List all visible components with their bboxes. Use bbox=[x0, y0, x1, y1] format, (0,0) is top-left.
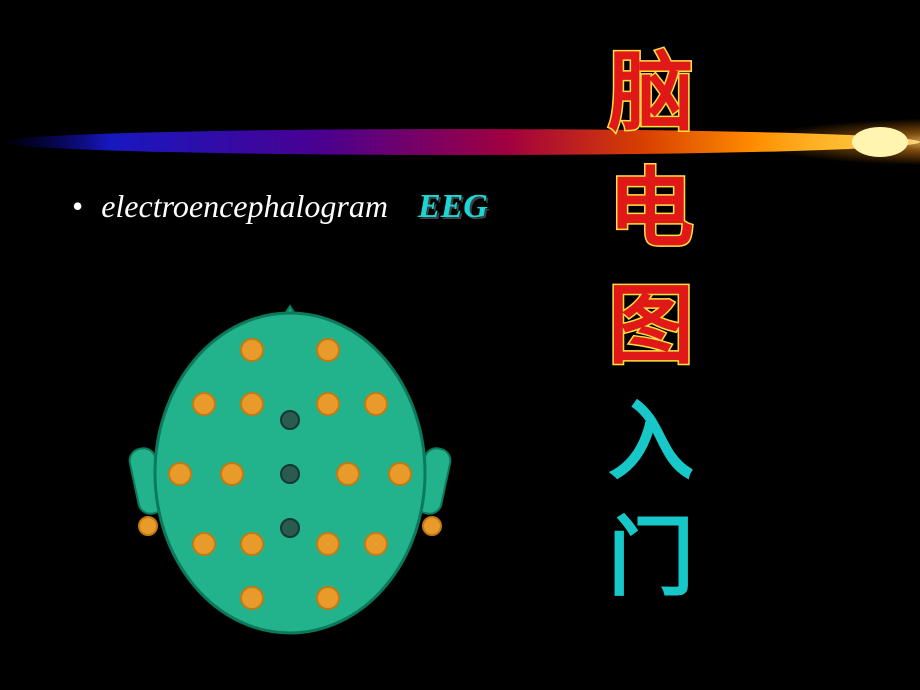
gradient-bar bbox=[0, 112, 920, 172]
bullet-line: • electroencephalogram EEG EEG bbox=[72, 188, 488, 226]
electrode-orange bbox=[241, 393, 263, 415]
gradient-bar-tip bbox=[852, 127, 908, 157]
gradient-bar-svg bbox=[0, 112, 920, 172]
electrode-orange bbox=[241, 339, 263, 361]
electrode-orange bbox=[241, 533, 263, 555]
electrode-orange bbox=[193, 533, 215, 555]
vtitle-char-fill: 脑 bbox=[608, 48, 694, 138]
electrode-dark bbox=[281, 465, 299, 483]
electrode-orange bbox=[241, 587, 263, 609]
vtitle-char: 图图 bbox=[608, 281, 694, 371]
electrode-orange bbox=[365, 393, 387, 415]
ear-electrode bbox=[139, 517, 157, 535]
vtitle-char: 门 bbox=[608, 513, 694, 603]
electrode-orange bbox=[317, 339, 339, 361]
electrode-dark bbox=[281, 519, 299, 537]
term-electroencephalogram: electroencephalogram bbox=[101, 188, 388, 225]
electrode-orange bbox=[317, 587, 339, 609]
vertical-title: 脑脑电电图图入门 bbox=[608, 48, 694, 603]
electrode-orange bbox=[337, 463, 359, 485]
electrode-orange bbox=[389, 463, 411, 485]
vtitle-char: 电电 bbox=[608, 164, 694, 254]
head-diagram bbox=[110, 288, 470, 653]
electrode-orange bbox=[317, 533, 339, 555]
electrode-orange bbox=[365, 533, 387, 555]
electrode-orange bbox=[169, 463, 191, 485]
ear-electrode bbox=[423, 517, 441, 535]
electrode-orange bbox=[317, 393, 339, 415]
vtitle-char-fill: 电 bbox=[608, 164, 694, 254]
electrode-orange bbox=[193, 393, 215, 415]
vtitle-char: 入 bbox=[608, 397, 694, 487]
vtitle-char-fill: 图 bbox=[608, 281, 694, 371]
electrode-dark bbox=[281, 411, 299, 429]
head-svg bbox=[110, 288, 470, 648]
term-eeg: EEG EEG bbox=[418, 188, 488, 226]
electrode-orange bbox=[221, 463, 243, 485]
bullet-dot-icon: • bbox=[72, 190, 83, 222]
vtitle-char: 脑脑 bbox=[608, 48, 694, 138]
term-eeg-text: EEG bbox=[418, 188, 488, 225]
